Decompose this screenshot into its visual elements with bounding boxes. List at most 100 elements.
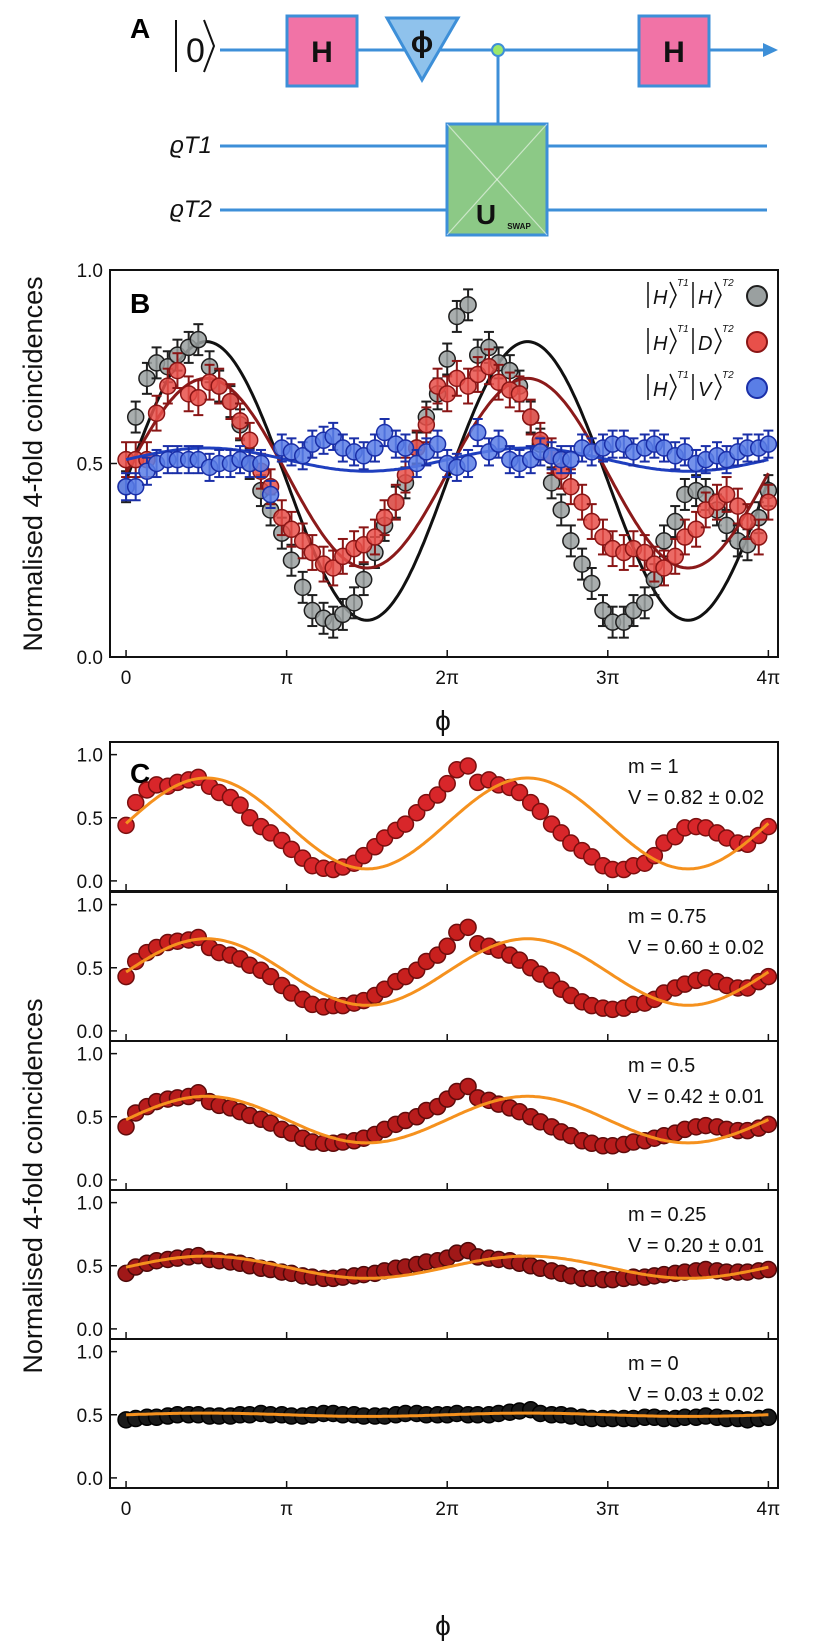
legend-marker bbox=[746, 377, 768, 399]
panel-b-data-point bbox=[468, 423, 487, 442]
panel-b-data-point bbox=[324, 427, 342, 446]
panel-b-data-point bbox=[282, 520, 301, 539]
panel-c-data-point bbox=[231, 796, 249, 814]
panel-c-0-ytick-label: 0.5 bbox=[77, 809, 103, 830]
panel-c-3-ytick-label: 0.5 bbox=[77, 1257, 103, 1278]
panel-b-xtick-label: π bbox=[280, 668, 293, 689]
panel-c-1-ytick-label: 0.0 bbox=[77, 1022, 103, 1043]
panel-b-data-point bbox=[159, 377, 177, 395]
panel-b-data-point bbox=[438, 385, 456, 403]
panel-b-x-axis-label: ϕ bbox=[435, 705, 451, 736]
panel-b-data-point bbox=[635, 543, 654, 562]
control-wire-arrow bbox=[763, 43, 778, 57]
panel-c-data-point bbox=[759, 1408, 778, 1427]
panel-c-4-xtick-label: 3π bbox=[596, 1499, 620, 1520]
panel-b-data-point bbox=[221, 392, 240, 411]
panel-c-visibility-label: V = 0.82 ± 0.02 bbox=[628, 787, 764, 809]
panel-b-data-point bbox=[375, 423, 394, 442]
panel-b-data-point bbox=[573, 493, 591, 511]
panel-c-fit-curve bbox=[125, 937, 770, 1007]
panel-c-data-point bbox=[510, 783, 529, 802]
panel-c-fit-curve bbox=[125, 1094, 770, 1145]
panel-b-data-point bbox=[231, 412, 249, 430]
panel-c-0-ytick-label: 1.0 bbox=[77, 746, 103, 767]
panel-b-data-point bbox=[282, 551, 301, 569]
panel-c-chart: C Normalised 4-fold coincidences ϕ 0.00.… bbox=[18, 741, 780, 1641]
panel-c-3-ytick-label: 0.0 bbox=[77, 1320, 103, 1341]
panel-c-fit-curve bbox=[125, 1254, 769, 1280]
panel-c-data-point bbox=[117, 967, 135, 986]
panel-b-ytick-label: 1.0 bbox=[77, 261, 103, 282]
panel-b-series-2 bbox=[117, 417, 778, 510]
panel-b-data-point bbox=[666, 547, 684, 566]
panel-b-data-point bbox=[635, 594, 654, 612]
phase-gate-label: ϕ bbox=[411, 26, 434, 59]
panel-c-subplot-4: 0.0 0.5 1.0 0 π 2π 3π 4π m = 0 V = 0.03 ± 0.02 bbox=[77, 1338, 780, 1520]
panel-c-4-xtick-label: 0 bbox=[121, 1499, 132, 1520]
panel-b-data-point bbox=[396, 439, 415, 457]
panel-b-fit-curve bbox=[124, 340, 770, 622]
panel-b-data-point bbox=[594, 601, 612, 620]
panel-a-label: A bbox=[130, 13, 150, 44]
panel-c-data-point bbox=[459, 757, 477, 775]
panel-c-label: C bbox=[130, 758, 150, 789]
panel-c-4-xtick-label: 2π bbox=[435, 1499, 459, 1520]
legend-ket-text: D bbox=[698, 333, 712, 355]
panel-c-4-frame bbox=[109, 1338, 779, 1489]
panel-b-data-point bbox=[655, 559, 673, 577]
legend-ket-superscript: T2 bbox=[722, 370, 734, 381]
panel-c-data-point bbox=[459, 918, 477, 937]
panel-b-data-point bbox=[293, 447, 312, 465]
legend-ket-superscript: T2 bbox=[722, 278, 734, 289]
panel-b-data-point bbox=[729, 497, 747, 515]
legend-ket-text: H bbox=[653, 379, 668, 401]
legend-entry-2: H T1 V T2 bbox=[647, 370, 768, 401]
panel-b-data-point bbox=[189, 330, 208, 349]
panel-c-data-point bbox=[117, 1118, 135, 1136]
panel-c-2-ytick-label: 0.5 bbox=[77, 1108, 103, 1129]
panel-b-data-point bbox=[459, 296, 477, 314]
panel-c-m-label: m = 0.25 bbox=[628, 1204, 706, 1226]
panel-b-data-point bbox=[324, 559, 342, 577]
hadamard-gate-2-label: H bbox=[663, 36, 685, 69]
panel-c-visibility-label: V = 0.03 ± 0.02 bbox=[628, 1384, 764, 1406]
panel-b-data-point bbox=[407, 454, 426, 473]
legend-ket-text: H bbox=[653, 287, 668, 309]
legend-ket-superscript: T1 bbox=[677, 324, 689, 335]
input-ket-zero: 0 bbox=[186, 32, 205, 70]
panel-c-4-ytick-label: 0.0 bbox=[77, 1469, 103, 1490]
panel-b-label: B bbox=[130, 288, 150, 319]
panel-b-chart: B Normalised 4-fold coincidences ϕ HT1HT… bbox=[18, 261, 780, 736]
panel-b-data-point bbox=[240, 431, 259, 450]
panel-c-m-label: m = 0.75 bbox=[628, 906, 706, 928]
panel-c-m-label: m = 1 bbox=[628, 756, 679, 778]
panel-b-data-point bbox=[542, 474, 561, 492]
panel-b-data-point bbox=[293, 532, 312, 550]
legend-marker bbox=[746, 331, 768, 353]
panel-b-data-point bbox=[615, 613, 633, 631]
panel-b-xtick-label: 0 bbox=[121, 668, 132, 689]
panel-c-subplot-1: 0.0 0.5 1.0 m = 0.75 V = 0.60 ± 0.02 bbox=[77, 891, 779, 1043]
panel-b-xtick-label: 4π bbox=[757, 668, 781, 689]
swap-gate-label: U bbox=[476, 199, 496, 230]
panel-b-data-point bbox=[273, 508, 291, 527]
hadamard-gate-1-label: H bbox=[311, 36, 333, 69]
target-1-label: ϱT1 bbox=[170, 132, 212, 159]
panel-c-3-ytick-label: 1.0 bbox=[77, 1194, 103, 1215]
panel-c-subplot-3: 0.0 0.5 1.0 m = 0.25 V = 0.20 ± 0.01 bbox=[77, 1189, 779, 1341]
panel-b-xtick-label: 3π bbox=[596, 668, 620, 689]
panel-b-data-point bbox=[759, 493, 778, 511]
legend-entry-1: H T1 D T2 bbox=[647, 324, 768, 355]
legend-ket-bracket bbox=[714, 281, 722, 309]
panel-b-ytick-label: 0.0 bbox=[77, 648, 103, 669]
panel-c-visibility-label: V = 0.60 ± 0.02 bbox=[628, 937, 764, 959]
legend-ket-bracket bbox=[714, 373, 722, 401]
panel-b-data-point bbox=[738, 512, 757, 531]
input-ket: 0 bbox=[175, 19, 216, 73]
legend-ket-bracket bbox=[669, 281, 677, 309]
panel-b-data-point bbox=[387, 493, 405, 511]
panel-c-m-label: m = 0 bbox=[628, 1353, 679, 1375]
control-dot bbox=[491, 43, 505, 57]
panel-b-data-point bbox=[126, 408, 145, 426]
